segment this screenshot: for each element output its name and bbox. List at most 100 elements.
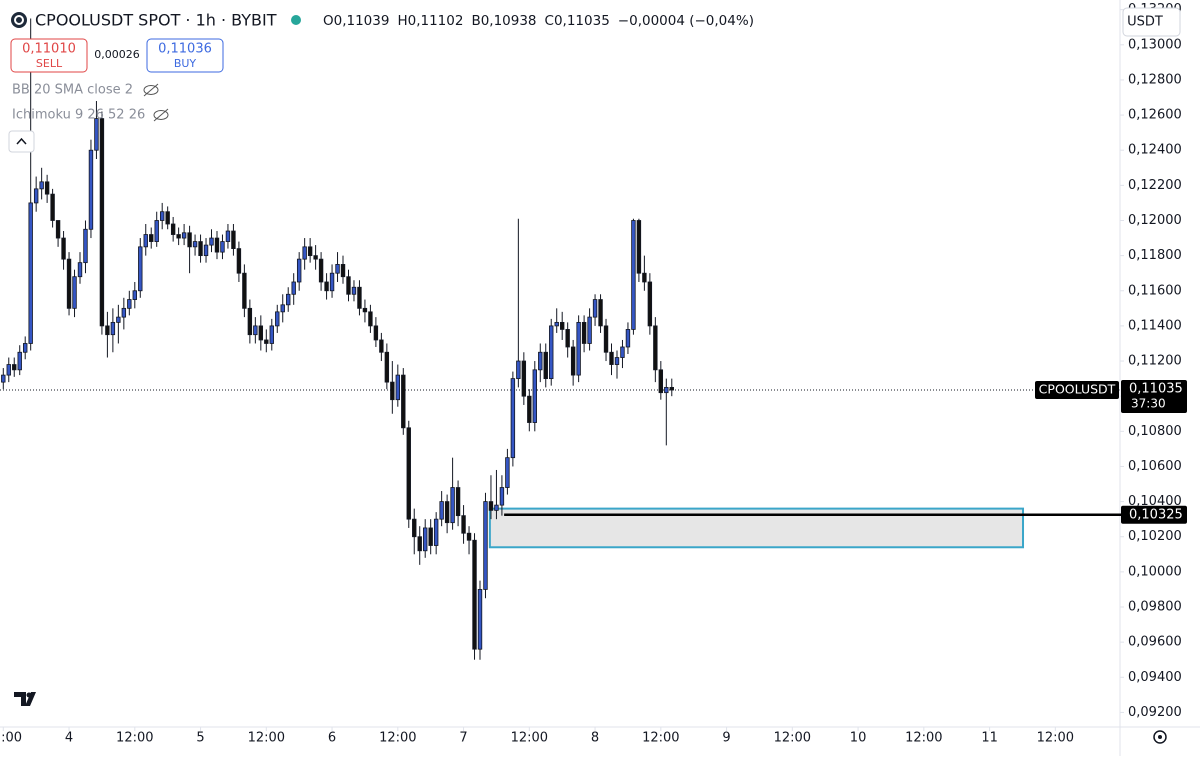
candle-body: [603, 325, 609, 353]
candle-body: [1, 374, 6, 383]
currency-button[interactable]: [1122, 7, 1181, 37]
candle-body: [83, 228, 88, 264]
level-tag-label: 0,10325: [1129, 507, 1183, 522]
sell-price[interactable]: 0,11010: [22, 42, 76, 57]
y-tick-label: 0,10000: [1128, 564, 1182, 579]
candle-body: [351, 286, 357, 295]
settings-icon[interactable]: [1153, 730, 1167, 744]
y-tick-label: 0,10400: [1128, 494, 1182, 509]
buy-button[interactable]: [146, 38, 224, 73]
candle-body: [636, 220, 642, 274]
candle-body: [170, 223, 176, 235]
candle-body: [368, 311, 373, 327]
ohlc-readout: O0,11039 H0,11102 B0,10938 C0,11035 −0,00004…: [323, 13, 754, 29]
y-tick-label: 0,12400: [1128, 143, 1182, 158]
candle-body: [642, 272, 647, 283]
candle-body: [55, 220, 61, 239]
spread: 0,00026: [94, 48, 140, 61]
price-tag-label: 0,11035: [1129, 382, 1183, 397]
x-tick-label: 12:00: [511, 731, 548, 746]
candle-body: [384, 351, 390, 383]
candle-body: [220, 241, 225, 253]
candle-body: [231, 230, 236, 249]
candle-body: [203, 244, 209, 257]
candle-body: [373, 325, 379, 341]
candle-body: [50, 193, 55, 221]
candle-body: [664, 386, 669, 394]
currency-label[interactable]: USDT: [1127, 15, 1163, 30]
level-tag: [1121, 505, 1187, 524]
candle-body: [302, 246, 307, 260]
candle-body: [505, 457, 510, 488]
ohlc-value: B0,10938: [471, 13, 536, 29]
symbol-logo: [14, 15, 24, 25]
collapse-button[interactable]: [8, 130, 35, 153]
y-tick-label: 0,11400: [1128, 318, 1182, 333]
y-tick-label: 0,12600: [1128, 108, 1182, 123]
candle-body: [527, 395, 532, 423]
sell-label[interactable]: SELL: [36, 57, 63, 70]
symbol-logo: [11, 12, 27, 28]
candle-body: [406, 427, 411, 520]
candle-body: [565, 329, 570, 348]
y-tick-label: 0,10200: [1128, 529, 1182, 544]
candle-body: [99, 118, 105, 327]
candle-body: [198, 241, 203, 257]
candle-body: [390, 381, 395, 401]
candle-body: [176, 234, 181, 239]
y-tick-label: 0,11200: [1128, 354, 1182, 369]
candle-body: [181, 232, 187, 239]
price-tag: [1121, 380, 1187, 414]
candle-body: [538, 351, 543, 371]
candle-body: [532, 369, 537, 423]
candle-body: [209, 237, 214, 246]
candle-body: [423, 527, 428, 552]
candle-body: [296, 258, 302, 283]
y-tick-label: 0,09400: [1128, 670, 1182, 685]
y-tick-label: 0,11800: [1128, 248, 1182, 263]
x-tick-label: 11: [981, 731, 998, 746]
symbol-tag-label: CPOOLUSDT: [1039, 382, 1116, 397]
visibility-icon[interactable]: [153, 108, 169, 122]
buy-label[interactable]: BUY: [174, 57, 197, 70]
symbol-title[interactable]: CPOOLUSDT SPOT · 1h · BYBIT: [35, 11, 277, 30]
x-tick-label: 5: [196, 731, 204, 746]
candle-body: [401, 374, 406, 429]
x-tick-label: 12:00: [116, 731, 153, 746]
indicator-label[interactable]: BB 20 SMA close 2: [12, 83, 133, 98]
candle-body: [253, 325, 258, 336]
candle-body: [143, 234, 148, 248]
candle-body: [395, 374, 401, 401]
ohlc-value: −0,00004 (−0,04%): [618, 13, 754, 29]
candle-body: [598, 299, 603, 327]
x-tick-label: 7: [459, 731, 467, 746]
x-tick-label: 12:00: [1037, 731, 1074, 746]
candle-body: [559, 321, 565, 330]
candle-body: [307, 246, 313, 257]
candle-body: [439, 501, 444, 520]
y-tick-label: 0,12000: [1128, 213, 1182, 228]
candle-body: [149, 234, 154, 242]
candle-body: [346, 276, 351, 295]
buy-price[interactable]: 0,11036: [158, 42, 212, 57]
candle-body: [647, 281, 653, 327]
candle-body: [466, 532, 472, 541]
candle-body: [499, 487, 505, 506]
x-tick-label: 12:00: [379, 731, 416, 746]
candle-body: [192, 241, 198, 248]
candle-body: [455, 487, 461, 517]
candle-body: [165, 211, 170, 225]
y-tick-label: 0,10600: [1128, 459, 1182, 474]
visibility-icon[interactable]: [143, 83, 159, 97]
sell-button[interactable]: [10, 38, 88, 73]
y-tick-label: 0,09800: [1128, 600, 1182, 615]
candle-body: [6, 364, 11, 376]
indicator-label[interactable]: Ichimoku 9 26 52 26: [12, 108, 145, 123]
candle-body: [417, 536, 422, 552]
x-tick-label: 8: [591, 731, 599, 746]
y-tick-label: 0,10800: [1128, 424, 1182, 439]
candle-body: [127, 299, 132, 309]
ohlc-value: O0,11039: [323, 13, 389, 29]
candle-body: [412, 518, 417, 538]
